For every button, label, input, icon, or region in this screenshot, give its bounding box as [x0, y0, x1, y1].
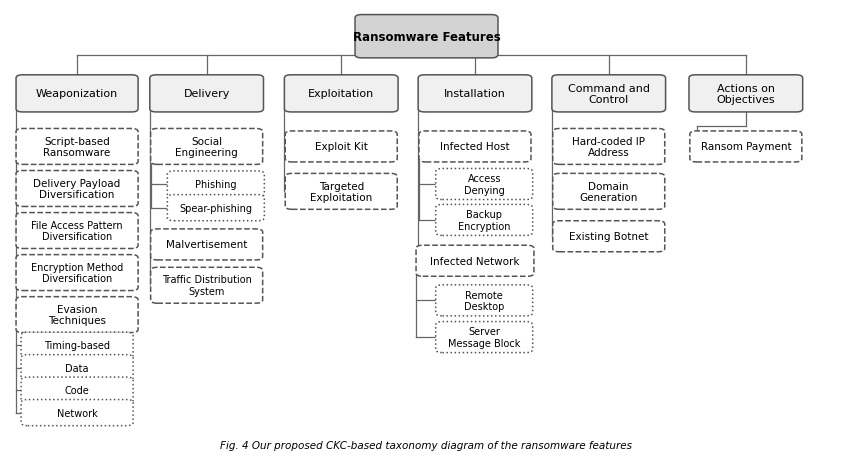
- FancyBboxPatch shape: [16, 76, 138, 113]
- Text: Weaponization: Weaponization: [36, 89, 118, 99]
- Text: Encryption Method
Diversification: Encryption Method Diversification: [31, 262, 123, 284]
- Text: Social
Engineering: Social Engineering: [175, 136, 238, 158]
- Text: Data: Data: [66, 363, 89, 373]
- FancyBboxPatch shape: [418, 131, 530, 162]
- FancyBboxPatch shape: [552, 221, 664, 252]
- FancyBboxPatch shape: [151, 268, 262, 303]
- FancyBboxPatch shape: [688, 76, 802, 113]
- FancyBboxPatch shape: [16, 255, 138, 291]
- Text: Domain
Generation: Domain Generation: [579, 181, 637, 202]
- FancyBboxPatch shape: [16, 129, 138, 165]
- Text: Server
Message Block: Server Message Block: [447, 327, 520, 348]
- FancyBboxPatch shape: [285, 131, 397, 162]
- Text: Spear-phishing: Spear-phishing: [179, 203, 252, 213]
- Text: Targeted
Exploitation: Targeted Exploitation: [310, 181, 372, 202]
- Text: Timing-based: Timing-based: [44, 340, 110, 350]
- Text: Traffic Distribution
System: Traffic Distribution System: [162, 275, 251, 296]
- FancyBboxPatch shape: [167, 172, 264, 197]
- Text: Evasion
Techniques: Evasion Techniques: [48, 304, 106, 326]
- Text: Phishing: Phishing: [195, 180, 236, 190]
- FancyBboxPatch shape: [285, 174, 397, 210]
- FancyBboxPatch shape: [21, 333, 133, 359]
- Text: Ransomware Features: Ransomware Features: [352, 30, 500, 44]
- Text: Network: Network: [56, 408, 97, 418]
- Text: Exploit Kit: Exploit Kit: [314, 142, 367, 152]
- Text: Backup
Encryption: Backup Encryption: [458, 210, 509, 231]
- Text: Malvertisement: Malvertisement: [166, 240, 247, 250]
- FancyBboxPatch shape: [435, 169, 532, 200]
- Text: Fig. 4 Our proposed CKC-based taxonomy diagram of the ransomware features: Fig. 4 Our proposed CKC-based taxonomy d…: [220, 440, 632, 450]
- FancyBboxPatch shape: [284, 76, 398, 113]
- Text: Actions on
Objectives: Actions on Objectives: [716, 83, 774, 105]
- Text: Installation: Installation: [444, 89, 505, 99]
- Text: Infected Network: Infected Network: [429, 256, 519, 266]
- Text: File Access Pattern
Diversification: File Access Pattern Diversification: [32, 220, 123, 242]
- FancyBboxPatch shape: [21, 377, 133, 403]
- Text: Code: Code: [65, 385, 89, 395]
- FancyBboxPatch shape: [21, 399, 133, 426]
- FancyBboxPatch shape: [150, 76, 263, 113]
- Text: Delivery: Delivery: [183, 89, 229, 99]
- FancyBboxPatch shape: [151, 229, 262, 260]
- Text: Hard-coded IP
Address: Hard-coded IP Address: [572, 136, 644, 158]
- Text: Access
Denying: Access Denying: [463, 174, 504, 195]
- Text: Script-based
Ransomware: Script-based Ransomware: [43, 136, 111, 158]
- Text: Exploitation: Exploitation: [308, 89, 374, 99]
- Text: Ransom Payment: Ransom Payment: [699, 142, 790, 152]
- Text: Remote
Desktop: Remote Desktop: [463, 290, 504, 312]
- FancyBboxPatch shape: [16, 213, 138, 249]
- FancyBboxPatch shape: [16, 297, 138, 333]
- Text: Delivery Payload
Diversification: Delivery Payload Diversification: [33, 178, 121, 200]
- FancyBboxPatch shape: [151, 129, 262, 165]
- Text: Command and
Control: Command and Control: [567, 83, 649, 105]
- FancyBboxPatch shape: [552, 129, 664, 165]
- Text: Infected Host: Infected Host: [440, 142, 509, 152]
- FancyBboxPatch shape: [21, 355, 133, 381]
- FancyBboxPatch shape: [354, 15, 498, 59]
- FancyBboxPatch shape: [435, 285, 532, 316]
- FancyBboxPatch shape: [435, 205, 532, 236]
- FancyBboxPatch shape: [435, 322, 532, 353]
- FancyBboxPatch shape: [167, 195, 264, 221]
- FancyBboxPatch shape: [552, 174, 664, 210]
- FancyBboxPatch shape: [16, 171, 138, 207]
- FancyBboxPatch shape: [416, 246, 533, 277]
- FancyBboxPatch shape: [417, 76, 531, 113]
- FancyBboxPatch shape: [551, 76, 665, 113]
- FancyBboxPatch shape: [689, 131, 801, 162]
- Text: Existing Botnet: Existing Botnet: [568, 232, 648, 242]
